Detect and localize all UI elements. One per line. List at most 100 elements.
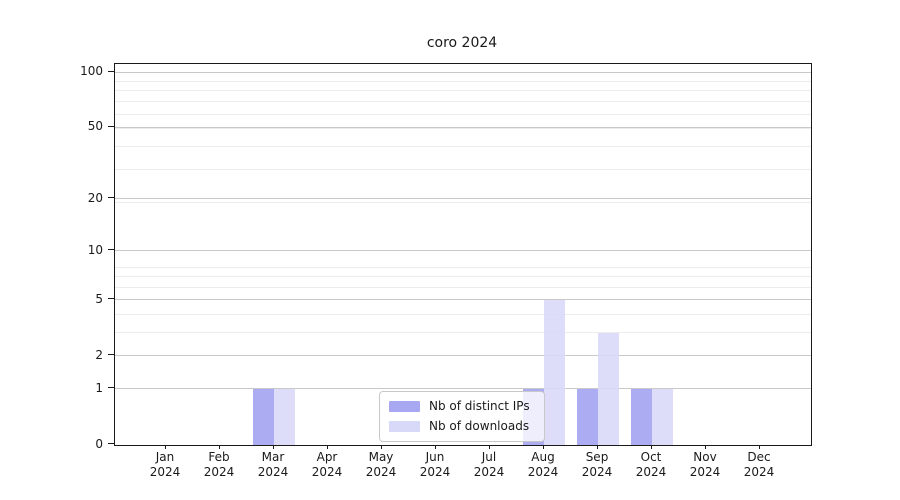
x-tick-month: Nov <box>693 450 717 464</box>
x-tick-year: 2024 <box>635 465 667 479</box>
x-tick <box>165 445 166 449</box>
x-tick-month: Sep <box>585 450 609 464</box>
x-tick <box>219 445 220 449</box>
gridline-major <box>115 250 811 252</box>
gridline-major <box>115 126 811 128</box>
gridline-major <box>115 388 811 390</box>
x-tick-label: Jul 2024 <box>459 450 519 480</box>
y-tick-label: 20 <box>87 190 103 205</box>
legend-item-distinct-ips: Nb of distinct IPs <box>389 399 534 414</box>
legend-label-distinct-ips: Nb of distinct IPs <box>429 399 530 413</box>
x-tick-year: 2024 <box>473 465 505 479</box>
gridline-minor <box>115 90 811 92</box>
x-tick-month: Dec <box>747 450 771 464</box>
gridline-major <box>115 355 811 357</box>
y-tick-label: 2 <box>95 347 103 362</box>
bar-nb-of-distinct-ips-sep <box>577 388 598 445</box>
gridline-minor <box>115 169 811 171</box>
x-tick-label: Dec 2024 <box>729 450 789 480</box>
x-tick-year: 2024 <box>581 465 613 479</box>
x-tick <box>273 445 274 449</box>
x-tick-month: Mar <box>261 450 285 464</box>
y-tick-label: 50 <box>87 119 103 134</box>
x-tick <box>543 445 544 449</box>
gridline-minor <box>115 101 811 103</box>
x-tick-label: Oct 2024 <box>621 450 681 480</box>
x-tick <box>705 445 706 449</box>
y-tick <box>108 249 114 251</box>
x-tick-year: 2024 <box>311 465 343 479</box>
x-tick <box>489 445 490 449</box>
gridline-minor <box>115 202 811 204</box>
legend-swatch-distinct-ips <box>389 401 420 412</box>
bar-nb-of-distinct-ips-mar <box>253 388 274 445</box>
x-tick-label: Sep 2024 <box>567 450 627 480</box>
legend-label-downloads: Nb of downloads <box>429 419 530 433</box>
x-tick-label: Aug 2024 <box>513 450 573 480</box>
x-tick-label: Feb 2024 <box>189 450 249 480</box>
y-tick-label: 1 <box>95 380 103 395</box>
y-tick <box>108 298 114 300</box>
x-tick-month: Apr <box>316 450 338 464</box>
gridline-minor <box>115 146 811 148</box>
x-tick-year: 2024 <box>689 465 721 479</box>
x-tick-label: May 2024 <box>351 450 411 480</box>
x-tick-month: Jul <box>481 450 497 464</box>
y-tick <box>108 70 114 72</box>
y-tick <box>108 354 114 356</box>
y-tick <box>108 443 114 444</box>
x-tick-label: Apr 2024 <box>297 450 357 480</box>
y-tick-label: 5 <box>95 291 103 306</box>
x-tick-month: Feb <box>208 450 230 464</box>
y-tick <box>108 197 114 199</box>
x-tick <box>435 445 436 449</box>
y-tick <box>108 125 114 127</box>
x-tick-year: 2024 <box>257 465 289 479</box>
bar-nb-of-distinct-ips-oct <box>631 388 652 445</box>
y-tick <box>108 387 114 389</box>
x-tick-year: 2024 <box>149 465 181 479</box>
gridline-major <box>115 198 811 200</box>
gridline-minor <box>115 332 811 334</box>
x-tick-month: Aug <box>531 450 555 464</box>
bar-nb-of-downloads-oct <box>652 388 673 445</box>
x-tick <box>327 445 328 449</box>
x-tick <box>651 445 652 449</box>
gridline-minor <box>115 314 811 316</box>
x-tick-month: May <box>368 450 394 464</box>
x-tick-year: 2024 <box>743 465 775 479</box>
gridline-minor <box>115 276 811 278</box>
x-tick-month: Jan <box>155 450 175 464</box>
plot-area: Nb of distinct IPs Nb of downloads <box>114 63 812 446</box>
legend: Nb of distinct IPs Nb of downloads <box>379 391 545 442</box>
x-tick-month: Oct <box>640 450 662 464</box>
x-tick-month: Jun <box>425 450 445 464</box>
chart-title: coro 2024 <box>426 35 498 51</box>
gridline-major <box>115 71 811 73</box>
y-tick-label: 10 <box>87 242 103 257</box>
gridline-minor <box>115 80 811 82</box>
gridline-major <box>115 299 811 301</box>
x-tick-year: 2024 <box>203 465 235 479</box>
x-tick <box>381 445 382 449</box>
gridline-minor <box>115 266 811 268</box>
bar-nb-of-downloads-sep <box>598 332 619 445</box>
bar-nb-of-downloads-aug <box>544 299 565 445</box>
x-tick-year: 2024 <box>365 465 397 479</box>
y-tick-label: 0 <box>95 436 103 451</box>
x-tick-label: Jan 2024 <box>135 450 195 480</box>
legend-item-downloads: Nb of downloads <box>389 419 534 434</box>
y-tick-label: 100 <box>80 64 103 78</box>
x-tick <box>597 445 598 449</box>
x-tick-year: 2024 <box>527 465 559 479</box>
bar-nb-of-downloads-mar <box>274 388 295 445</box>
x-tick-label: Jun 2024 <box>405 450 465 480</box>
gridline-minor <box>115 128 811 130</box>
gridline-minor <box>115 113 811 115</box>
gridline-minor <box>115 286 811 288</box>
x-tick-label: Mar 2024 <box>243 450 303 480</box>
x-tick-label: Nov 2024 <box>675 450 735 480</box>
x-tick <box>759 445 760 449</box>
legend-swatch-downloads <box>389 421 420 432</box>
